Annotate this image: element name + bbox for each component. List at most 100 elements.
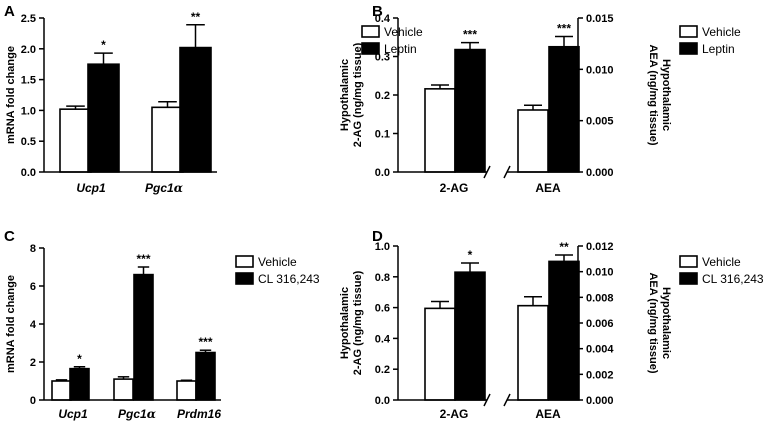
x-tick-label-0: Ucp1 (76, 181, 106, 195)
y-tick-label: 0.0 (21, 167, 36, 179)
y-axis-label: mRNA fold change (5, 275, 17, 373)
significance-label: ** (191, 10, 201, 24)
legend-label: Vehicle (384, 25, 423, 39)
legend-swatch (679, 25, 698, 38)
y2-tick-label: 0.005 (586, 116, 614, 128)
legend-label: Vehicle (702, 25, 741, 39)
y2-axis-label: HypothalamicAEA (ng/mg tissue) (647, 44, 672, 145)
panel-letter: D (372, 228, 383, 245)
y-tick-label: 0.0 (375, 167, 390, 179)
y-tick-label: 1.0 (21, 105, 36, 117)
bar-vehicle-2 (176, 380, 197, 401)
x-tick-label-1: AEA (535, 181, 561, 195)
y-axis-label: mRNA fold change (5, 46, 17, 144)
y-tick-label: 2.0 (21, 44, 36, 56)
significance-label: * (468, 248, 473, 262)
axis-break-mark (503, 165, 511, 179)
y-tick-label: 2.5 (21, 13, 36, 25)
y2-axis-label: HypothalamicAEA (ng/mg tissue) (647, 272, 672, 373)
bar-leptin-1 (179, 46, 212, 173)
y2-tick-label: 0.004 (586, 344, 614, 356)
panel-d: D***0.00.20.40.60.81.00.0000.0020.0040.0… (339, 228, 764, 421)
y2-tick-label: 0.000 (586, 395, 614, 407)
bar-leptin-0 (87, 63, 120, 173)
bar-vehicle-1 (517, 109, 549, 173)
axis-break-mark (483, 393, 491, 407)
bar-vehicle-1 (113, 378, 134, 401)
x-tick-label-1: Pgc1α (118, 407, 156, 421)
panel-letter: A (4, 3, 15, 20)
y-tick-label: 0 (30, 395, 36, 407)
y-tick-label: 0.4 (375, 333, 391, 345)
axis-break-mark (503, 393, 511, 407)
legend-swatch (235, 255, 254, 268)
bar-leptin-1 (548, 45, 580, 173)
y-tick-label: 1.0 (375, 241, 390, 253)
y2-tick-label: 0.015 (586, 13, 614, 25)
y-tick-label: 0.4 (375, 13, 391, 25)
y-tick-label: 0.8 (375, 272, 390, 284)
y-tick-label: 4 (30, 319, 37, 331)
x-tick-label-0: 2-AG (440, 407, 469, 421)
y2-tick-label: 0.000 (586, 167, 614, 179)
y-tick-label: 6 (30, 281, 36, 293)
y-axis-label: Hypothalamic2-AG (ng/mg tissue) (339, 270, 364, 375)
legend-label: Leptin (384, 42, 417, 56)
bar-leptin-0 (454, 48, 486, 173)
legend-swatch (679, 255, 698, 268)
y-tick-label: 0.6 (375, 303, 390, 315)
y-tick-label: 0.2 (375, 90, 390, 102)
significance-label: *** (198, 335, 212, 349)
y2-tick-label: 0.008 (586, 292, 614, 304)
bar-vehicle-0 (59, 108, 92, 173)
y-tick-label: 8 (30, 243, 36, 255)
bar-vehicle-1 (517, 304, 549, 401)
bar-cl-316-243-0 (69, 367, 90, 401)
significance-label: *** (557, 21, 571, 35)
bar-vehicle-0 (424, 88, 456, 173)
bar-cl-316-243-0 (454, 271, 486, 401)
y2-tick-label: 0.010 (586, 64, 614, 76)
x-tick-label-0: 2-AG (440, 181, 469, 195)
y-tick-label: 0.2 (375, 364, 390, 376)
legend-label: CL 316,243 (702, 272, 764, 286)
x-tick-label-1: AEA (535, 407, 561, 421)
legend-swatch (679, 42, 698, 55)
legend-label: Vehicle (258, 255, 297, 269)
y2-tick-label: 0.002 (586, 369, 614, 381)
y-axis-label: Hypothalamic2-AG (ng/mg tissue) (339, 42, 364, 147)
x-tick-label-0: Ucp1 (58, 407, 88, 421)
legend-swatch (235, 272, 254, 285)
axis-break-mark (483, 165, 491, 179)
x-tick-label-2: Prdm16 (177, 407, 221, 421)
legend-swatch (679, 272, 698, 285)
y-tick-label: 1.5 (21, 75, 36, 87)
bar-vehicle-1 (151, 106, 184, 173)
y2-tick-label: 0.010 (586, 267, 614, 279)
significance-label: *** (136, 252, 150, 266)
panel-b: B *** *** 0.0 0.1 0.2 0.3 0.4 0.000 0.005 0.010 0.0… (339, 3, 741, 195)
significance-label: *** (463, 28, 477, 42)
legend-label: Vehicle (702, 255, 741, 269)
y-tick-label: 0.0 (375, 395, 390, 407)
panel-letter: C (4, 228, 15, 245)
bar-vehicle-0 (424, 307, 456, 401)
legend-label: Leptin (702, 42, 735, 56)
significance-label: * (101, 38, 106, 52)
y2-tick-label: 0.012 (586, 241, 614, 253)
bar-cl-316-243-1 (133, 273, 154, 401)
y-tick-label: 2 (30, 357, 36, 369)
legend-label: CL 316,243 (258, 272, 320, 286)
y-tick-label: 0.1 (375, 129, 390, 141)
panel-letter: B (372, 3, 383, 20)
significance-label: * (77, 352, 82, 366)
x-tick-label-1: Pgc1α (145, 181, 183, 195)
significance-label: ** (559, 240, 569, 254)
y2-tick-label: 0.006 (586, 318, 614, 330)
y-tick-label: 0.5 (21, 136, 36, 148)
bar-cl-316-243-2 (195, 351, 216, 401)
legend-swatch (361, 25, 380, 38)
